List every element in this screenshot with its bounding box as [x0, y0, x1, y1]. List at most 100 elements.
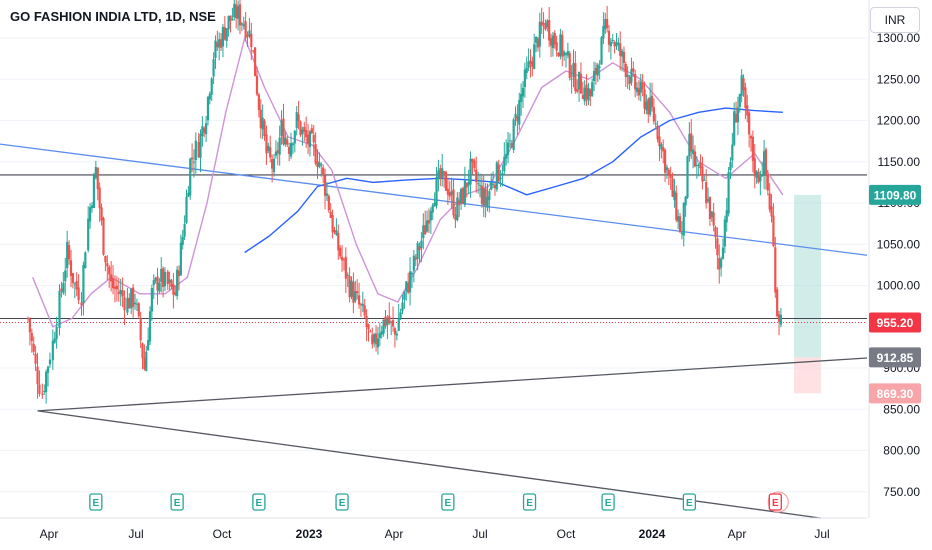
candle — [64, 257, 67, 296]
candle-body — [467, 181, 470, 186]
trendline-support[interactable] — [37, 357, 868, 412]
price-label-level[interactable]: 912.85 — [869, 347, 921, 368]
candle-body — [212, 59, 215, 77]
candle-body — [759, 176, 762, 182]
candle-body — [639, 81, 642, 93]
earnings-marker-label: E — [256, 498, 263, 509]
candle-body — [566, 51, 569, 56]
candle-body — [291, 143, 295, 146]
candle — [333, 226, 336, 235]
candle-body — [26, 318, 30, 320]
candle-body — [98, 187, 101, 209]
candle — [613, 40, 616, 54]
candle-body — [669, 174, 672, 179]
candle-body — [501, 173, 504, 175]
earnings-marker[interactable]: E — [441, 493, 455, 511]
candle — [274, 140, 278, 159]
candle-body — [322, 167, 325, 175]
candle — [606, 5, 609, 33]
candle-body — [656, 125, 659, 140]
candle-body — [444, 172, 448, 191]
earnings-marker[interactable]: E — [682, 493, 697, 511]
candle-body — [598, 66, 601, 68]
candle-body — [425, 220, 429, 232]
earnings-marker-box — [522, 493, 537, 511]
candle-body — [255, 75, 259, 95]
candle — [314, 132, 317, 166]
candle-body — [748, 112, 751, 135]
candle — [156, 267, 159, 305]
candle — [168, 271, 171, 291]
candle-body — [442, 171, 446, 174]
price-label-target[interactable]: 1109.80 — [869, 184, 921, 205]
candle — [691, 135, 695, 169]
candle — [111, 265, 115, 295]
candle — [465, 182, 468, 198]
candle — [536, 36, 540, 52]
earnings-marker[interactable]: E — [522, 493, 537, 511]
candle-body — [141, 343, 144, 359]
candle — [639, 73, 642, 102]
candle-body — [448, 192, 451, 197]
candle — [484, 183, 487, 218]
candle — [352, 272, 355, 314]
candle — [306, 123, 310, 155]
candle-body — [710, 211, 713, 218]
candle — [442, 170, 446, 188]
earnings-marker[interactable]: E — [89, 493, 103, 511]
candle-body — [148, 311, 152, 342]
x-tick-label: Oct — [557, 527, 576, 541]
candle-body — [516, 115, 519, 122]
candle-body — [350, 280, 353, 297]
candle-body — [390, 321, 393, 323]
candle-body — [441, 168, 444, 178]
candle-body — [410, 272, 414, 275]
candle-body — [75, 280, 78, 290]
candle — [587, 82, 590, 106]
candle-body — [482, 188, 485, 206]
y-tick-label: 1050.00 — [877, 237, 921, 251]
candle-body — [662, 147, 665, 152]
candle — [459, 187, 463, 210]
trendline-upper[interactable] — [0, 143, 868, 256]
candle-body — [194, 140, 197, 161]
candle — [80, 292, 83, 316]
candle — [339, 245, 342, 260]
candle-body — [391, 320, 395, 327]
candle-body — [518, 99, 521, 125]
earnings-marker[interactable]: E — [252, 493, 266, 511]
earnings-marker[interactable]: E — [767, 491, 789, 513]
stop-zone[interactable] — [793, 357, 822, 394]
currency-button[interactable]: INR — [870, 7, 920, 33]
candle-body — [774, 247, 777, 293]
candle — [212, 52, 215, 85]
candle-body — [609, 41, 612, 47]
candle-body — [67, 245, 71, 260]
candle — [354, 280, 357, 304]
candle — [150, 284, 153, 321]
candle-body — [697, 164, 700, 166]
candle-body — [214, 40, 217, 59]
candle — [463, 166, 466, 208]
earnings-marker[interactable]: E — [170, 493, 184, 511]
candle-body — [176, 269, 179, 297]
candle — [106, 255, 109, 280]
earnings-marker[interactable]: E — [335, 493, 349, 511]
candle — [454, 206, 457, 229]
candle-body — [635, 87, 639, 92]
candle-body — [246, 34, 249, 37]
candle — [359, 302, 363, 317]
trendline-lower[interactable] — [37, 410, 822, 519]
ma-long-line — [244, 107, 783, 254]
candle-body — [617, 42, 620, 45]
candle — [139, 311, 142, 348]
candle-body — [399, 312, 402, 318]
target-zone[interactable] — [793, 194, 822, 358]
candle — [598, 60, 601, 80]
candle-body — [316, 161, 319, 168]
price-label-current[interactable]: 955.20 — [869, 312, 921, 333]
price-label-stop[interactable]: 869.30 — [869, 383, 921, 404]
earnings-marker[interactable]: E — [601, 493, 615, 511]
